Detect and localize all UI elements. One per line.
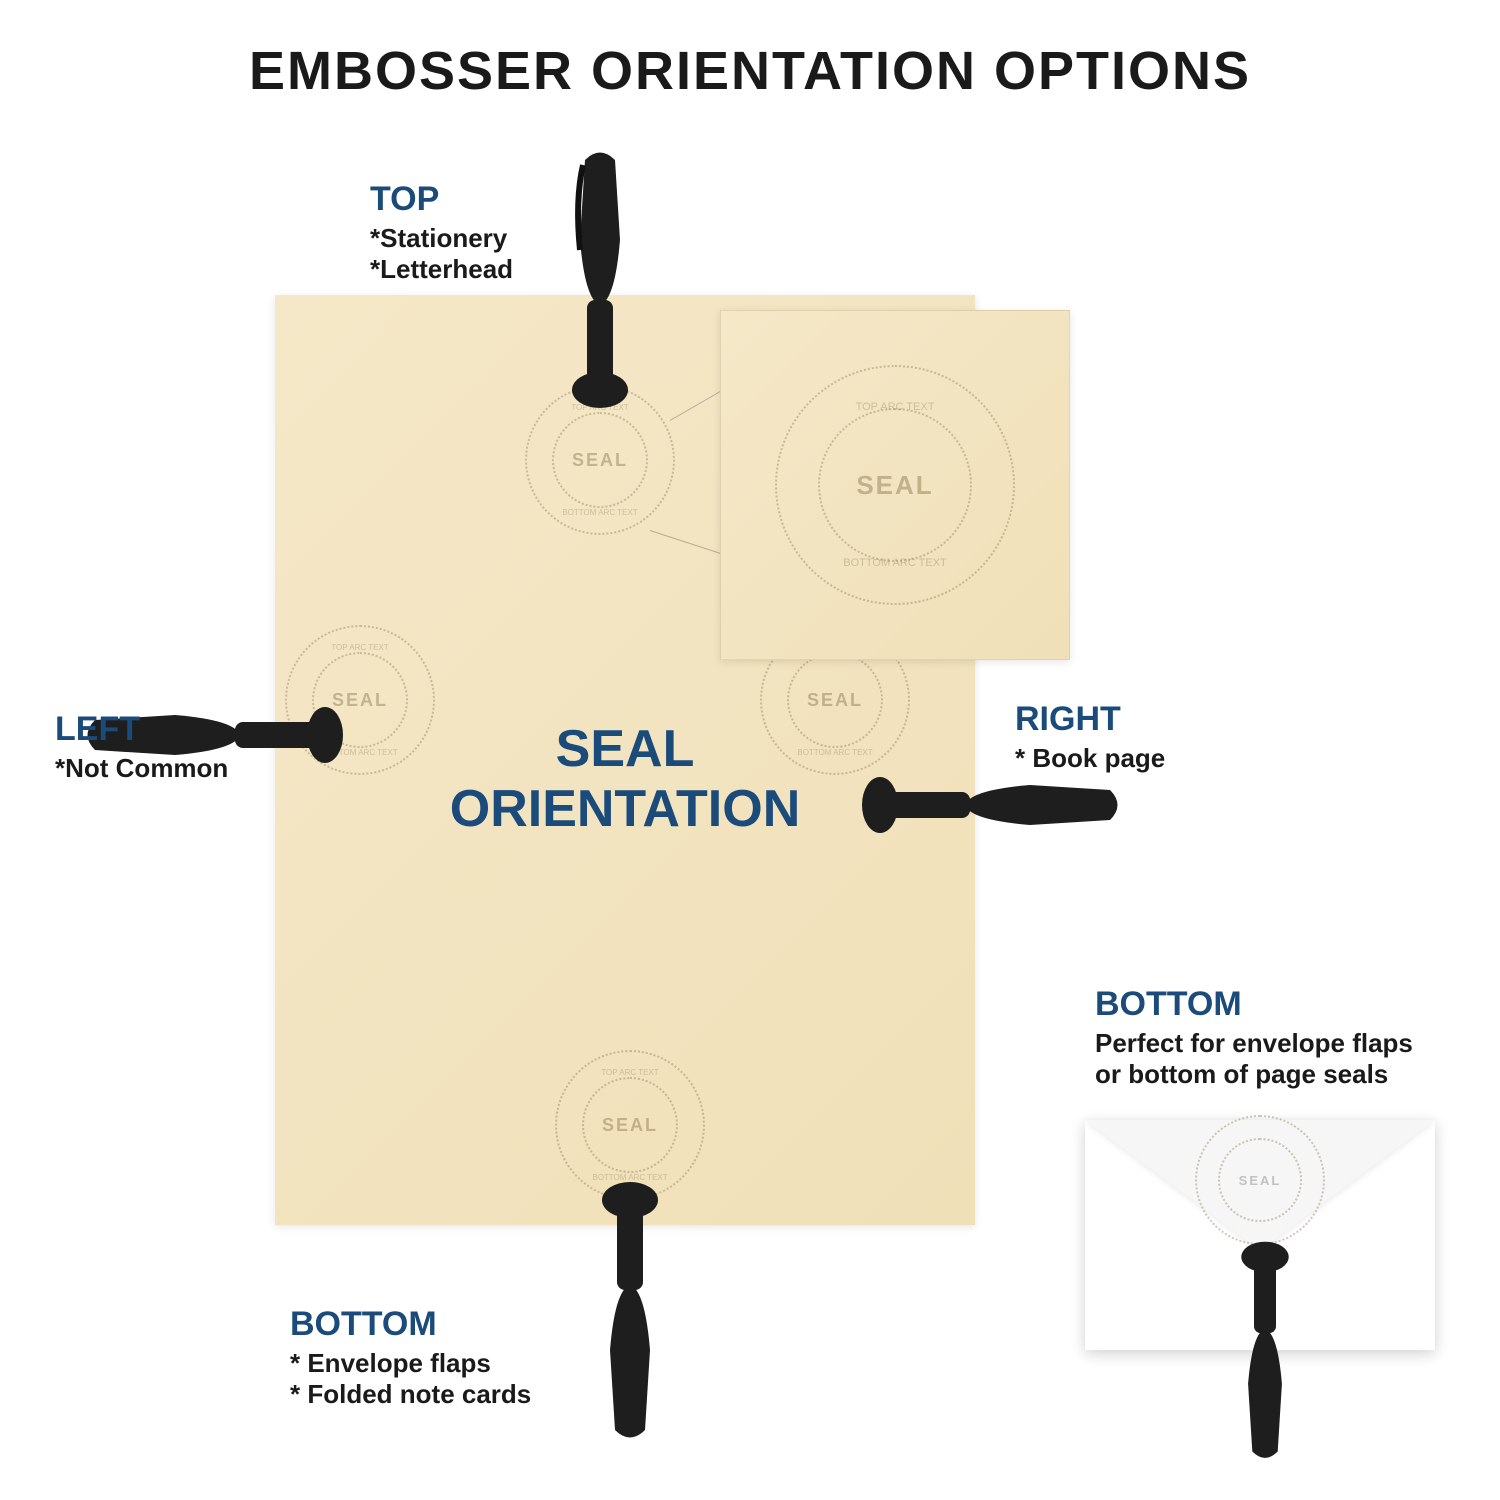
label-bottom: BOTTOM * Envelope flaps * Folded note ca… [290, 1305, 531, 1410]
label-top-line1: *Stationery [370, 223, 513, 254]
page-title: EMBOSSER ORIENTATION OPTIONS [0, 40, 1500, 102]
label-left: LEFT *Not Common [55, 710, 228, 784]
label-top-line2: *Letterhead [370, 254, 513, 285]
label-bottom-callout-title: BOTTOM [1095, 985, 1413, 1024]
label-top-title: TOP [370, 180, 513, 219]
seal-bottom: TOP ARC TEXT SEAL BOTTOM ARC TEXT [555, 1050, 705, 1200]
label-bottom-line1: * Envelope flaps [290, 1348, 531, 1379]
label-bottom-callout-line1: Perfect for envelope flaps [1095, 1028, 1413, 1059]
label-bottom-title: BOTTOM [290, 1305, 531, 1344]
seal-inset: TOP ARC TEXT SEAL BOTTOM ARC TEXT [775, 365, 1015, 605]
label-left-line1: *Not Common [55, 753, 228, 784]
label-right-title: RIGHT [1015, 700, 1165, 739]
embosser-bottom [595, 1180, 665, 1440]
embosser-top [565, 150, 635, 410]
label-bottom-line2: * Folded note cards [290, 1379, 531, 1410]
label-left-title: LEFT [55, 710, 228, 749]
label-right: RIGHT * Book page [1015, 700, 1165, 774]
embosser-envelope [1235, 1240, 1295, 1460]
label-top: TOP *Stationery *Letterhead [370, 180, 513, 285]
embosser-right [860, 770, 1120, 840]
label-bottom-callout-line2: or bottom of page seals [1095, 1059, 1413, 1090]
seal-envelope: SEAL [1195, 1115, 1325, 1245]
label-bottom-callout: BOTTOM Perfect for envelope flaps or bot… [1095, 985, 1413, 1090]
label-right-line1: * Book page [1015, 743, 1165, 774]
